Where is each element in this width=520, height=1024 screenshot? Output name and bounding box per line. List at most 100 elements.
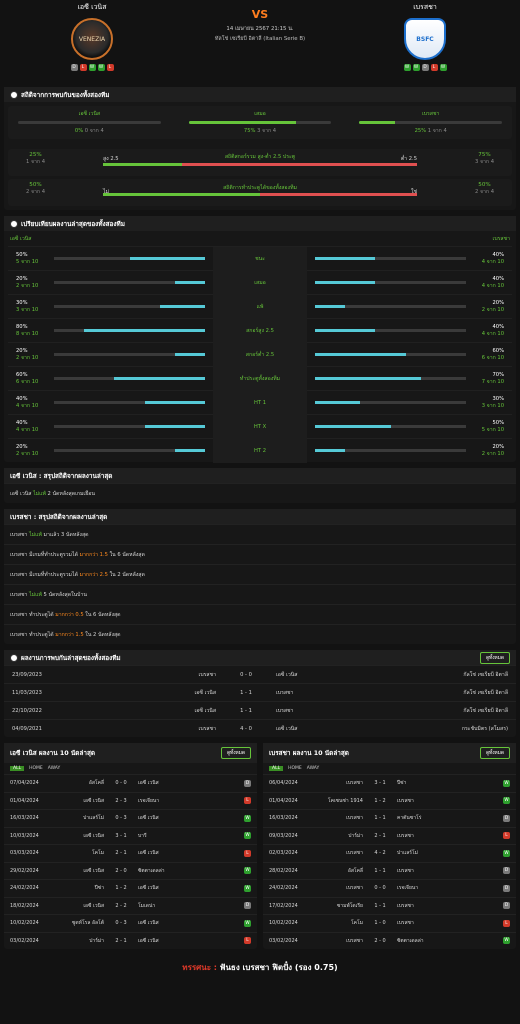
tab-all[interactable]: ALL — [269, 766, 284, 771]
form-badge: D — [70, 64, 78, 71]
away-crest-icon: BSFC — [404, 18, 446, 60]
home-team: เอซี เวนิส — [194, 707, 216, 714]
left-bar — [54, 281, 205, 284]
prediction-label: ทรรศนะ : — [182, 963, 217, 972]
right-count: 2 จาก 10 — [481, 450, 504, 457]
match-row[interactable]: 10/03/2024 เอซี เวนิส 3 - 1 บารี W — [4, 826, 257, 845]
score: 4 - 2 — [374, 850, 386, 857]
home-team: เอซี เวนิส — [83, 797, 104, 804]
compare-right: 40% 4 จาก 10 — [307, 252, 512, 266]
home-summary-section: เอซี เวนิส : สรุปสถิติจากผลงานล่าสุด เอซ… — [4, 468, 516, 503]
match-date: 24/02/2024 — [10, 885, 39, 892]
match-row[interactable]: 17/02/2024 ซามพ์โดเรีย 1 - 1 เบรสชา D — [263, 896, 516, 915]
score: 1 - 2 — [115, 885, 127, 892]
tab-all[interactable]: ALL — [10, 766, 25, 771]
summary-text: มากกว่า 2.5 — [79, 572, 108, 578]
match-row[interactable]: 03/03/2024 โคโม 2 - 1 เอซี เวนิส L — [4, 844, 257, 862]
summary-text: เบรสชา ทำประตูได้ — [10, 612, 56, 618]
score: 4 - 0 — [240, 725, 252, 732]
summary-line: เบรสชา ไม่แพ้ 5 นัดหลังสุดในบ้าน — [4, 584, 516, 604]
compare-right: 20% 2 จาก 10 — [307, 300, 512, 314]
compare-label: HT 2 — [213, 438, 307, 463]
match-row[interactable]: 24/02/2024 ปีซ่า 1 - 2 เอซี เวนิส W — [4, 879, 257, 897]
home-team: โคเซนซ่า 1914 — [327, 797, 363, 804]
left-pct: 20% — [16, 443, 28, 450]
match-row[interactable]: 24/02/2024 เบรสชา 0 - 0 เรจเจียนา D — [263, 879, 516, 897]
match-row[interactable]: 01/04/2024 โคเซนซ่า 1914 1 - 2 เบรสชา W — [263, 791, 516, 810]
home-team: เบรสชา — [346, 937, 363, 944]
left-count: 2 จาก 10 — [16, 282, 39, 289]
match-row[interactable]: 10/02/2024 ซูดท์โรล อัลโต้ 0 - 3 เอซี เวนิส… — [4, 914, 257, 932]
compare-left: 40% 4 จาก 10 — [8, 420, 213, 434]
compare-right: 40% 4 จาก 10 — [307, 276, 512, 290]
home-team: เบรสชา — [346, 815, 363, 822]
match-row[interactable]: 06/04/2024 เบรสชา 3 - 1 ปีซ่า W — [263, 774, 516, 792]
h2h-row[interactable]: 04/09/2021 เบรสชา 4 - 0 เอซี เวนิส กระชับมิต… — [4, 719, 516, 737]
match-date: 01/04/2024 — [10, 797, 39, 804]
match-row[interactable]: 07/04/2024 อัสโคลี่ 0 - 0 เอซี เวนิส D — [4, 774, 257, 792]
right-count: 7 จาก 10 — [481, 378, 504, 385]
filter-tabs[interactable]: ALL HOME AWAY — [4, 763, 257, 774]
view-all-button[interactable]: ดูทั้งหมด — [479, 651, 510, 664]
right-count: 6 จาก 10 — [481, 354, 504, 361]
away-team-name: เบรสชา — [413, 3, 437, 11]
away-team: เอซี เวนิส — [138, 885, 159, 892]
match-row[interactable]: 03/02/2024 ปาร์ม่า 2 - 1 เอซี เวนิส L — [4, 931, 257, 950]
score: 0 - 0 — [374, 885, 386, 892]
right-pct: 40% — [492, 323, 504, 330]
left-value: 30% 3 จาก 10 — [16, 300, 46, 314]
match-row[interactable]: 28/02/2024 อัสโคลี่ 1 - 1 เบรสชา D — [263, 861, 516, 880]
result-badge: L — [503, 919, 510, 927]
match-row[interactable]: 09/03/2024 ปาร์ม่า 2 - 1 เบรสชา L — [263, 826, 516, 845]
match-row[interactable]: 01/04/2024 เอซี เวนิส 2 - 3 เรจเจียนา L — [4, 791, 257, 810]
filter-tabs[interactable]: ALL HOME AWAY — [263, 763, 516, 774]
compare-label: สกอร์สูง 2.5 — [213, 318, 307, 343]
away-team: เบรสชา — [397, 867, 414, 874]
left-bar-fill — [174, 449, 205, 452]
match-row[interactable]: 03/02/2024 เบรสชา 2 - 0 ซิตตาเดลล่า W — [263, 931, 516, 950]
result-badge: W — [244, 919, 251, 927]
compare-row: 40% 4 จาก 10 HT X 50% 5 จาก 10 — [8, 414, 512, 439]
right-pct: 30% — [492, 395, 504, 402]
h2h-row[interactable]: 23/09/2023 เบรสชา 0 - 0 เอซี เวนิส กัลโช่ เซ… — [4, 665, 516, 683]
score: 0 - 0 — [115, 780, 127, 787]
ball-icon — [10, 219, 18, 228]
match-row[interactable]: 02/03/2024 เบรสชา 4 - 2 ปาแลร์โม่ W — [263, 844, 516, 862]
compare-row: 40% 4 จาก 10 HT 1 30% 3 จาก 10 — [8, 390, 512, 415]
match-row[interactable]: 29/02/2024 เอซี เวนิส 2 - 0 ซิตตาเดลล่า W — [4, 861, 257, 880]
left-bar-fill — [174, 281, 205, 284]
h2h-row[interactable]: 11/03/2023 เอซี เวนิส 1 - 1 เบรสชา กัลโช่ เซ… — [4, 683, 516, 701]
tab-home[interactable]: HOME — [29, 766, 43, 771]
score: 0 - 3 — [115, 920, 127, 927]
right-bar-fill — [315, 329, 376, 332]
away-summary-section: เบรสชา : สรุปสถิติจากผลงานล่าสุด เบรสชา … — [4, 509, 516, 644]
compare-row: 50% 5 จาก 10 ชนะ 40% 4 จาก 10 — [8, 246, 512, 271]
view-all-button[interactable]: ดูทั้งหมด — [479, 747, 510, 759]
summary-text: มากกว่า 1.5 — [55, 632, 84, 638]
match-row[interactable]: 10/02/2024 โคโม 1 - 0 เบรสชา L — [263, 914, 516, 932]
compare-left: 40% 4 จาก 10 — [8, 396, 213, 410]
h2h-row[interactable]: 22/10/2022 เอซี เวนิส 1 - 1 เบรสชา กัลโช่ เซ… — [4, 701, 516, 719]
compare-right: 50% 5 จาก 10 — [307, 420, 512, 434]
match-row[interactable]: 18/02/2024 เอซี เวนิส 2 - 2 โมเดน่า D — [4, 896, 257, 915]
compare-away-label: เบรสชา — [492, 236, 510, 242]
summary-line: เบรสชา ทำประตูได้ มากกว่า 0.5 ใน 6 นัดหล… — [4, 604, 516, 624]
match-row[interactable]: 16/03/2024 ปาแลร์โม่ 0 - 3 เอซี เวนิส W — [4, 809, 257, 827]
tab-away[interactable]: AWAY — [47, 766, 61, 771]
score: 2 - 0 — [374, 937, 386, 944]
tab-away[interactable]: AWAY — [306, 766, 320, 771]
view-all-button[interactable]: ดูทั้งหมด — [220, 747, 251, 759]
ball-icon — [10, 653, 18, 662]
compare-label: แพ้ — [213, 294, 307, 319]
match-row[interactable]: 16/03/2024 เบรสชา 1 - 1 คาตันซาโร่ D — [263, 809, 516, 827]
summary-text: ไม่แพ้ — [29, 592, 42, 598]
left-bar-fill — [174, 353, 205, 356]
score: 2 - 1 — [374, 832, 386, 839]
match-date: 18/02/2024 — [10, 902, 39, 909]
away-team: เบรสชา — [397, 902, 414, 909]
tab-home[interactable]: HOME — [288, 766, 302, 771]
home-team: อัสโคลี่ — [347, 867, 363, 874]
